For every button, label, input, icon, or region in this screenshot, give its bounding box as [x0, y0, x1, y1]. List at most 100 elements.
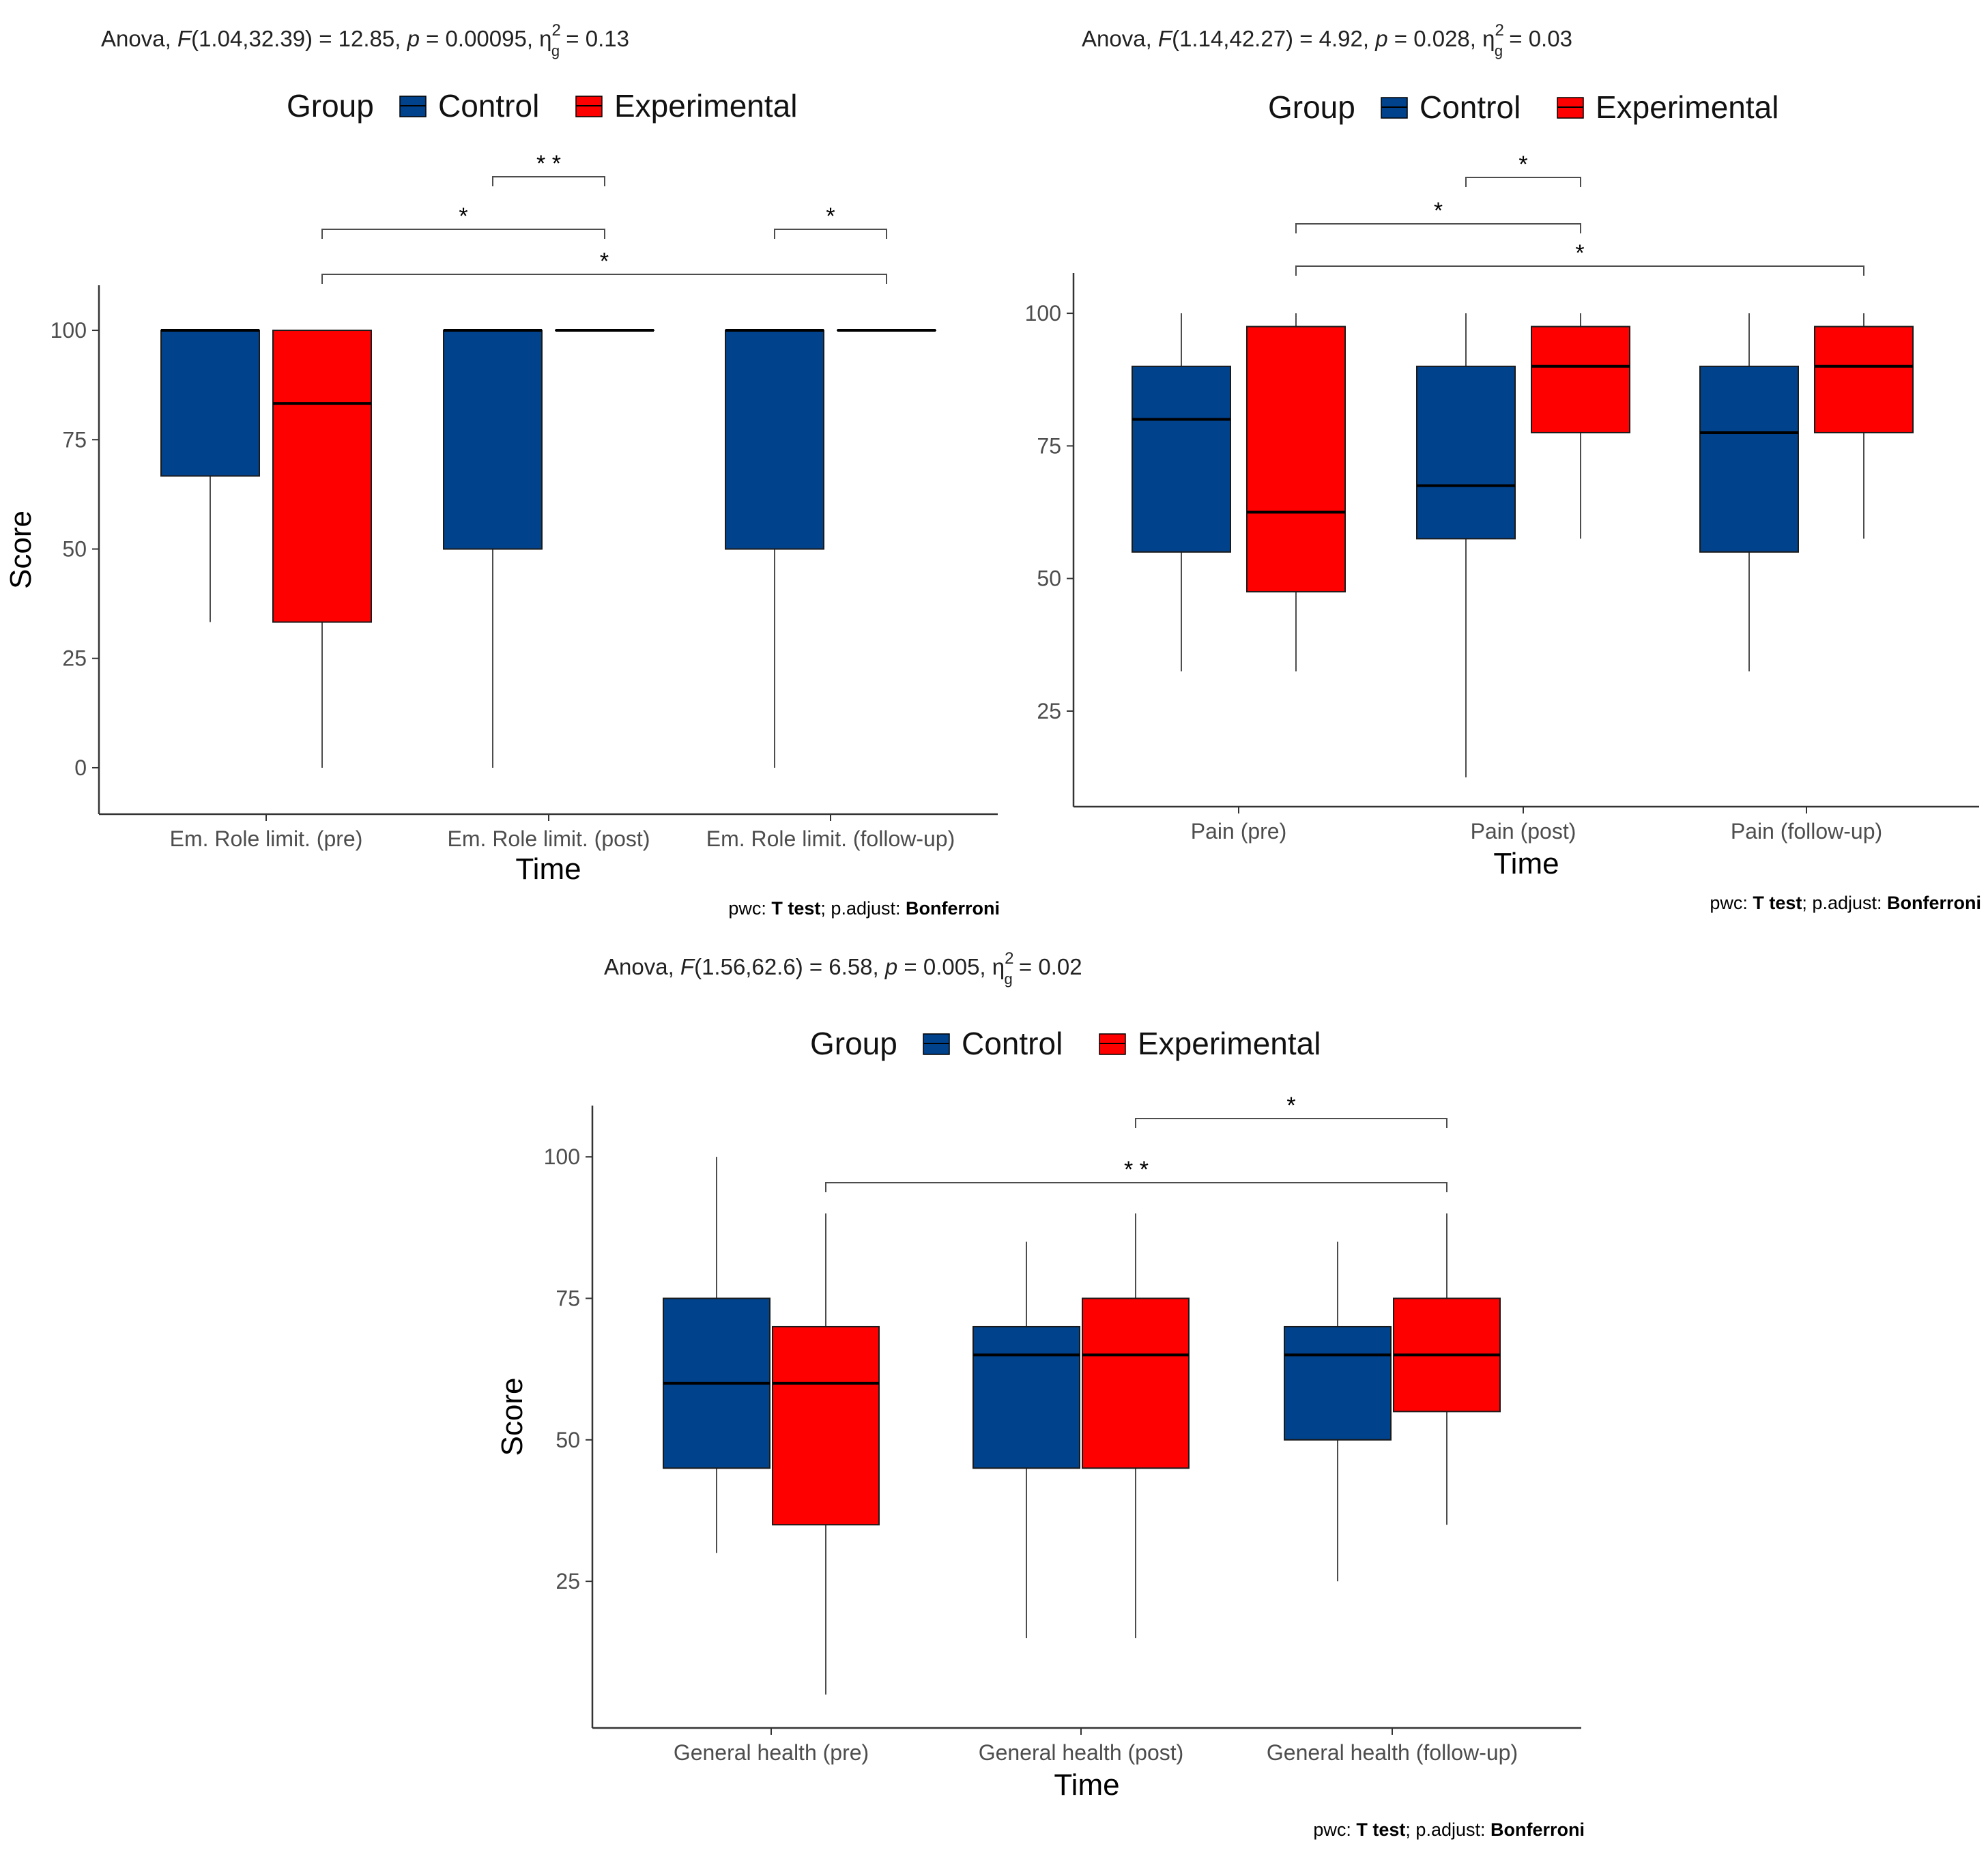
pwc-caption: pwc: T test; p.adjust: Bonferroni: [728, 898, 1000, 919]
box-experimental-1: [1246, 313, 1346, 672]
y-tick-label: 75: [556, 1286, 580, 1310]
x-tick-label: Pain (pre): [1191, 819, 1287, 844]
significance-bracket: *: [1295, 240, 1864, 276]
subtitle-prefix: Anova,: [604, 954, 680, 979]
subtitle-p-symbol: p: [884, 954, 897, 979]
significance-label: *: [1286, 1093, 1295, 1119]
bracket-line: [321, 229, 605, 239]
chart-panel-1: Anova, F(1.04,32.39) = 12.85, p = 0.0009…: [4, 21, 1000, 919]
anova-subtitle: Anova, F(1.56,62.6) = 6.58, p = 0.005, η…: [604, 949, 1082, 988]
anova-subtitle: Anova, F(1.14,42.27) = 4.92, p = 0.028, …: [1082, 21, 1572, 59]
caption-prefix: pwc:: [1710, 893, 1753, 913]
box-control-2: [443, 329, 543, 768]
legend: Group Control Experimental: [1268, 89, 1778, 125]
x-tick-label: General health (post): [979, 1740, 1184, 1765]
x-tick-label: Pain (follow-up): [1731, 819, 1882, 844]
legend-title: Group: [287, 88, 374, 124]
x-axis-title: Time: [1054, 1768, 1119, 1802]
subtitle-eta-subscript: g: [1495, 42, 1503, 59]
significance-label: *: [459, 203, 467, 229]
significance-label: * *: [1124, 1157, 1149, 1183]
y-tick-label: 25: [556, 1569, 580, 1594]
caption-mid: ; p.adjust:: [820, 898, 906, 919]
box-experimental-2: [1082, 1213, 1190, 1639]
significance-label: *: [1434, 198, 1443, 224]
caption-prefix: pwc:: [728, 898, 771, 919]
x-tick-label: Em. Role limit. (post): [448, 826, 650, 851]
significance-bracket: *: [774, 203, 887, 239]
caption-method: Bonferroni: [1887, 893, 1981, 913]
legend-label-experimental: Experimental: [1596, 89, 1778, 125]
anova-subtitle: Anova, F(1.04,32.39) = 12.85, p = 0.0009…: [101, 21, 629, 59]
x-axis-title: Time: [1493, 847, 1559, 880]
subtitle-eta-symbol: η: [1482, 26, 1495, 51]
box-iqr: [1284, 1325, 1392, 1441]
significance-bracket: *: [1135, 1093, 1447, 1128]
box-control-3: [1284, 1241, 1392, 1582]
subtitle-prefix: Anova,: [1082, 26, 1158, 51]
y-tick-label: 100: [544, 1144, 580, 1169]
subtitle-eta-value: = 0.02: [1013, 954, 1082, 979]
x-tick-label: Pain (post): [1471, 819, 1576, 844]
subtitle-f-symbol: F: [177, 26, 192, 51]
y-tick-label: 50: [1037, 566, 1061, 591]
box-iqr: [1246, 326, 1346, 593]
subtitle-eta-symbol: η: [992, 954, 1005, 979]
x-tick-label: General health (pre): [674, 1740, 869, 1765]
subtitle-p-value: = 0.00095,: [420, 26, 539, 51]
y-tick-label: 50: [62, 537, 87, 562]
caption-mid: ; p.adjust:: [1802, 893, 1887, 913]
subtitle-p-value: = 0.005,: [897, 954, 992, 979]
box-iqr: [160, 330, 260, 477]
caption-method: Bonferroni: [906, 898, 1000, 919]
caption-test: T test: [1356, 1819, 1405, 1840]
box-control-1: [663, 1157, 770, 1553]
bracket-line: [1135, 1118, 1447, 1128]
subtitle-p-value: = 0.028,: [1388, 26, 1483, 51]
y-tick-label: 100: [1025, 301, 1061, 326]
box-iqr: [1082, 1297, 1190, 1469]
bracket-line: [1465, 177, 1581, 187]
bracket-line: [321, 274, 887, 284]
subtitle-f-args: (1.04,32.39) = 12.85,: [191, 26, 407, 51]
subtitle-p-symbol: p: [407, 26, 420, 51]
y-tick-label: 100: [51, 318, 87, 343]
subtitle-p-symbol: p: [1374, 26, 1387, 51]
legend-label-control: Control: [1420, 89, 1521, 125]
box-experimental-3: [1814, 313, 1914, 539]
bracket-line: [1295, 223, 1581, 233]
subtitle-f-args: (1.14,42.27) = 4.92,: [1172, 26, 1375, 51]
box-control-2: [973, 1241, 1080, 1639]
box-iqr: [1531, 326, 1630, 433]
bracket-line: [492, 176, 605, 186]
x-tick-label: Em. Role limit. (pre): [170, 826, 363, 851]
subtitle-eta-value: = 0.03: [1503, 26, 1572, 51]
box-iqr: [1416, 365, 1516, 540]
significance-bracket: * *: [825, 1157, 1447, 1192]
subtitle-eta-superscript: 2: [1495, 21, 1503, 40]
x-tick-label: General health (follow-up): [1267, 1740, 1518, 1765]
subtitle-eta-value: = 0.13: [560, 26, 629, 51]
y-tick-label: 25: [62, 646, 87, 671]
y-tick-label: 75: [62, 427, 87, 452]
box-control-1: [160, 329, 260, 622]
pwc-caption: pwc: T test; p.adjust: Bonferroni: [1313, 1819, 1585, 1840]
box-iqr: [973, 1325, 1080, 1469]
chart-panel-2: Anova, F(1.14,42.27) = 4.92, p = 0.028, …: [1025, 21, 1981, 913]
legend-label-experimental: Experimental: [614, 88, 797, 124]
caption-method: Bonferroni: [1490, 1819, 1585, 1840]
significance-label: *: [1575, 240, 1584, 266]
subtitle-f-symbol: F: [680, 954, 695, 979]
legend: Group Control Experimental: [810, 1026, 1321, 1061]
x-tick-label: Em. Role limit. (follow-up): [706, 826, 955, 851]
box-experimental-1: [272, 330, 372, 768]
legend-title: Group: [810, 1026, 897, 1061]
caption-test: T test: [1753, 893, 1802, 913]
subtitle-eta-subscript: g: [551, 42, 560, 59]
box-control-3: [725, 329, 824, 768]
significance-bracket: *: [321, 203, 605, 239]
box-iqr: [272, 330, 372, 623]
box-iqr: [443, 330, 543, 550]
bracket-line: [1295, 265, 1864, 276]
